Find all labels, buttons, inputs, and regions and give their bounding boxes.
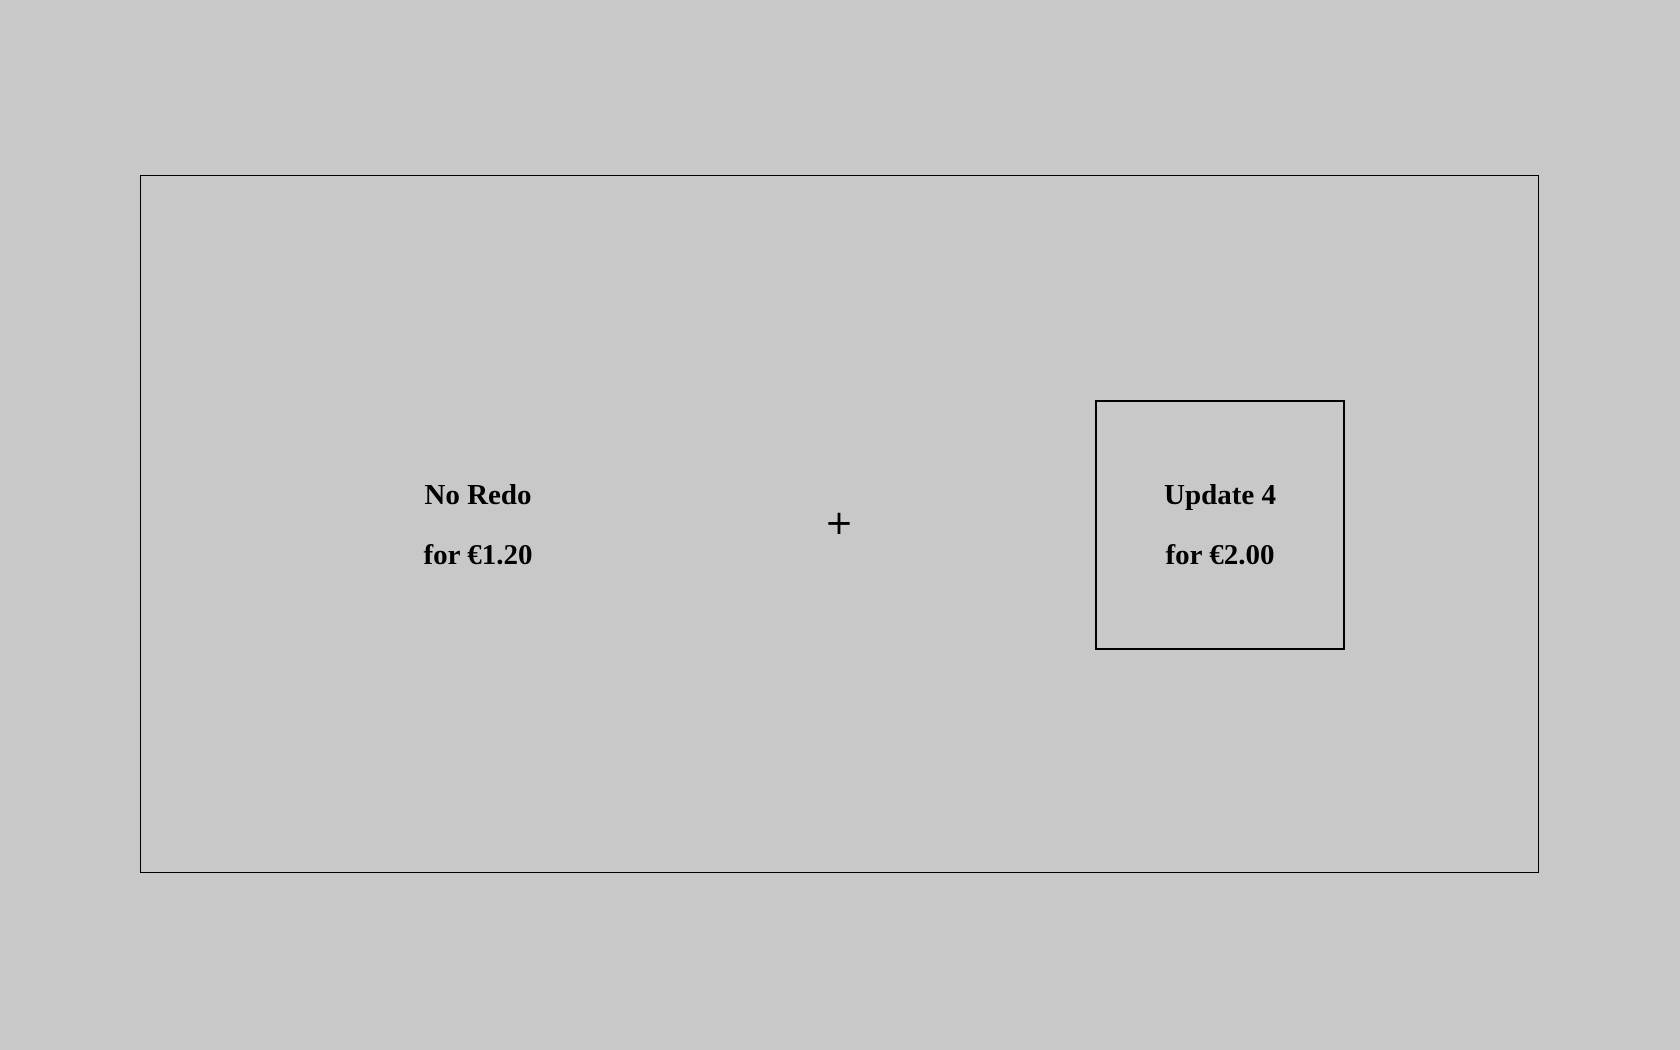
- option-update-4-price: for €2.00: [1165, 538, 1275, 571]
- option-update-4[interactable]: Update 4 for €2.00: [1095, 400, 1345, 650]
- plus-separator: +: [824, 503, 854, 543]
- choice-panel: [140, 175, 1539, 873]
- option-no-redo-price: for €1.20: [423, 538, 533, 571]
- option-no-redo-name: No Redo: [424, 478, 532, 511]
- option-update-4-name: Update 4: [1164, 478, 1276, 511]
- option-no-redo[interactable]: No Redo for €1.20: [353, 400, 603, 650]
